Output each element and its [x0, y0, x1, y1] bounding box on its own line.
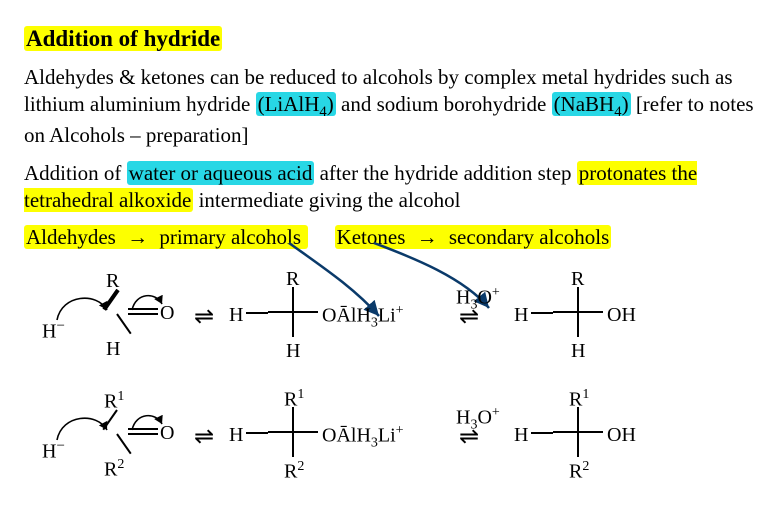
lialh4-highlight: (LiAlH4) [256, 92, 336, 116]
tetrahedral-center [553, 287, 603, 344]
H-left: H [229, 422, 243, 448]
nabh4-close: ) [622, 92, 629, 116]
p1-text-c: and sodium borohydride [336, 92, 552, 116]
tetrahedral-center [268, 407, 318, 464]
R1-top: R1 [569, 386, 589, 413]
H-bottom: H [286, 338, 300, 364]
p2-text-c: after the hydride addition step [314, 161, 576, 185]
paragraph-1: Aldehydes & ketones can be reduced to al… [24, 64, 754, 150]
mechanism-aldehyde: H− R H O ⇌ H R H OĀlH3Li+ H3O+ ⇌ H R H O… [24, 262, 754, 372]
R-top: R [286, 266, 299, 292]
mechanism-ketone: H− R1 R2 O ⇌ H R1 R2 OĀlH3Li+ H3O+ ⇌ H R… [24, 382, 754, 492]
bond [246, 312, 268, 314]
alkoxide-group: OĀlH3Li+ [322, 302, 404, 333]
equilibrium-icon: ⇌ [459, 422, 479, 453]
tetrahedral-center [268, 287, 318, 344]
arrow-icon: → [121, 224, 154, 251]
H-left: H [229, 302, 243, 328]
H-left: H [514, 302, 528, 328]
p2-text-a: Addition of [24, 161, 127, 185]
OH-group: OH [607, 302, 636, 328]
alkoxide-group: OĀlH3Li+ [322, 422, 404, 453]
paragraph-2: Addition of water or aqueous acid after … [24, 160, 754, 215]
R2-label: R2 [104, 456, 124, 483]
lialh4-text: (LiAlH [258, 92, 320, 116]
p2-text-e: intermediate giving the alcohol [193, 188, 460, 212]
lialh4-sub: 4 [319, 104, 326, 120]
water-acid-highlight: water or aqueous acid [127, 161, 315, 185]
aldehydes-summary: Aldehydes → primary alcohols [24, 225, 308, 249]
equilibrium-icon: ⇌ [194, 422, 214, 453]
summary-line: Aldehydes → primary alcohols Ketones → s… [24, 224, 754, 251]
OH-group: OH [607, 422, 636, 448]
primary-alcohols-word: primary alcohols [159, 225, 301, 249]
equilibrium-icon: ⇌ [194, 302, 214, 333]
tetrahedral-center [553, 407, 603, 464]
bond [246, 432, 268, 434]
page-title: Addition of hydride [24, 26, 222, 51]
H-label: H [106, 336, 120, 362]
lialh4-close: ) [327, 92, 334, 116]
nabh4-highlight: (NaBH4) [552, 92, 631, 116]
R-top: R [571, 266, 584, 292]
nabh4-text: (NaBH [554, 92, 615, 116]
H-left: H [514, 422, 528, 448]
bond [531, 312, 553, 314]
H-bottom: H [571, 338, 585, 364]
nabh4-sub: 4 [614, 104, 621, 120]
bond [531, 432, 553, 434]
equilibrium-icon: ⇌ [459, 302, 479, 333]
aldehydes-word: Aldehydes [26, 225, 116, 249]
curved-arrow-icon [124, 290, 174, 320]
R1-top: R1 [284, 386, 304, 413]
curved-arrow-icon [124, 410, 174, 440]
R2-bottom: R2 [284, 458, 304, 485]
R2-bottom: R2 [569, 458, 589, 485]
